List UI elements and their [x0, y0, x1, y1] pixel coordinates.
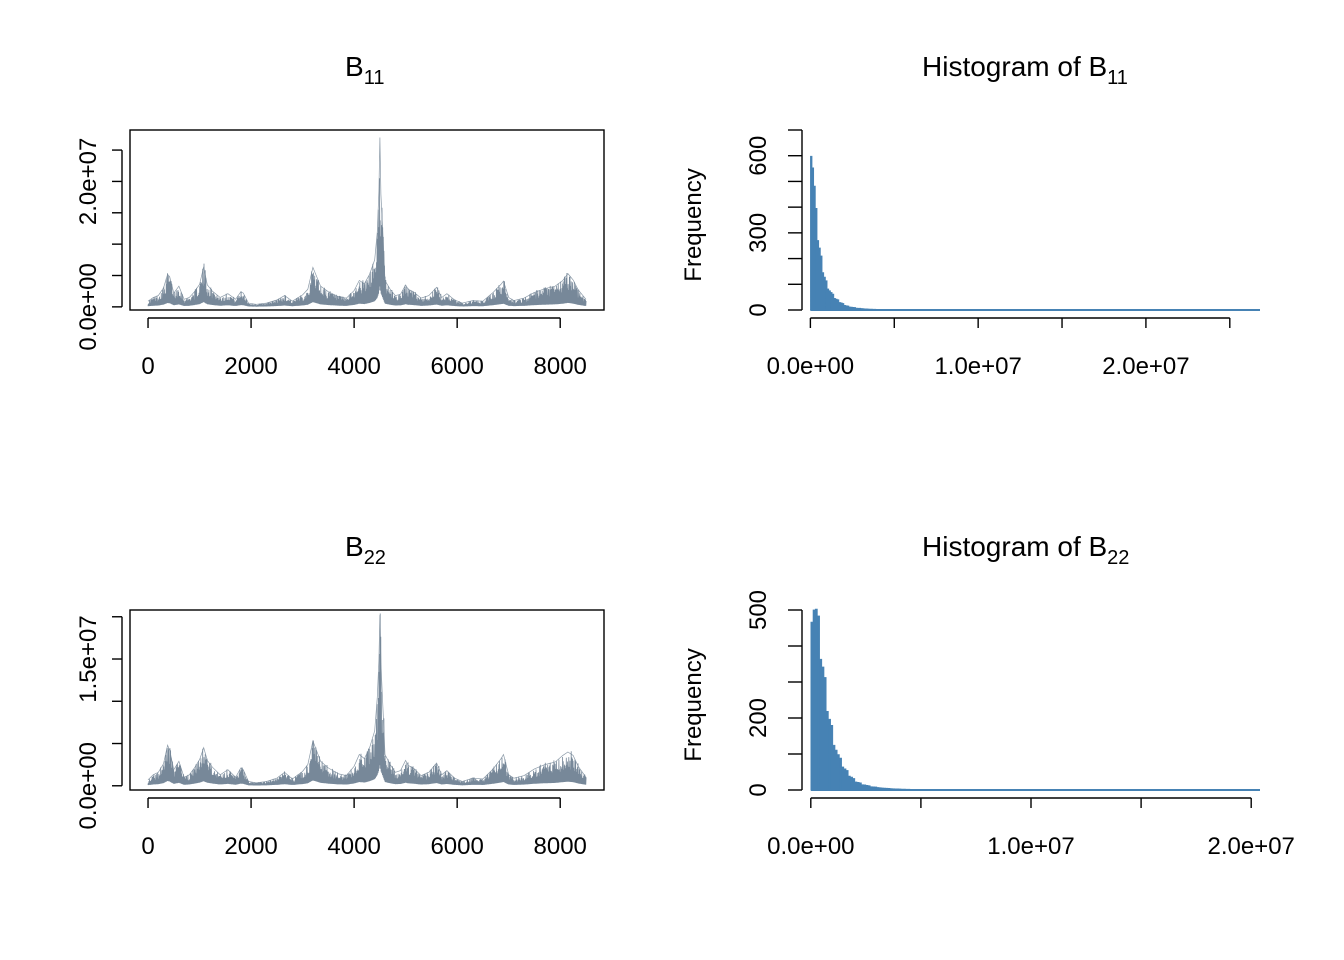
- y-tick-label-hist-b22: 0: [745, 783, 772, 796]
- x-tick-label-hist-b22: 0.0e+00: [767, 833, 854, 860]
- y-axis-trace-b22: 0.0e+00 1.5e+07: [75, 615, 123, 829]
- plot-frame-trace-b22: [129, 609, 605, 791]
- y-tick-label-trace-b11: 2.0e+07: [75, 138, 102, 225]
- x-tick-label-trace-b22: 2000: [224, 833, 277, 860]
- panel-hist-b22: Histogram of B22 Frequency 0.0e+00 1.0e+0…: [680, 531, 1295, 860]
- title-trace-b11: B11: [345, 51, 384, 89]
- y-axis-trace-b11: 0.0e+00 2.0e+07: [75, 138, 123, 351]
- y-axis-hist-b22: 0 200 500: [745, 590, 803, 797]
- panel-hist-b11: Histogram of B11 Frequency 0.0e+00 1.0e+0…: [680, 51, 1260, 380]
- x-tick-label-trace-b22: 6000: [430, 833, 483, 860]
- y-axis-hist-b11: 0 300 600: [745, 129, 803, 317]
- trace-b22-lines: [147, 613, 587, 786]
- trace-envelope-trace-b11: [147, 137, 587, 305]
- x-tick-label-hist-b22: 2.0e+07: [1207, 833, 1294, 860]
- y-tick-label-trace-b11: 0.0e+00: [75, 263, 102, 350]
- x-tick-label-trace-b22: 0: [141, 833, 154, 860]
- x-tick-label-trace-b11: 4000: [327, 353, 380, 380]
- hist-b11-bars: [810, 155, 1260, 311]
- x-tick-label-trace-b11: 6000: [430, 353, 483, 380]
- y-tick-label-hist-b11: 0: [745, 303, 772, 316]
- title-hist-b22: Histogram of B22: [922, 531, 1129, 569]
- x-tick-label-hist-b11: 0.0e+00: [767, 353, 854, 380]
- x-tick-label-trace-b22: 4000: [327, 833, 380, 860]
- y-tick-label-hist-b11: 600: [745, 136, 772, 176]
- x-axis-hist-b11: 0.0e+00 1.0e+07 2.0e+07: [767, 317, 1231, 380]
- y-tick-label-hist-b22: 500: [745, 590, 772, 630]
- plot-frame-trace-b11: [129, 129, 605, 311]
- x-tick-label-trace-b11: 0: [141, 353, 154, 380]
- x-tick-label-hist-b22: 1.0e+07: [987, 833, 1074, 860]
- x-tick-label-hist-b11: 2.0e+07: [1102, 353, 1189, 380]
- x-axis-hist-b22: 0.0e+00 1.0e+07 2.0e+07: [767, 797, 1295, 860]
- ylabel-hist-b11: Frequency: [680, 168, 707, 281]
- ylabel-hist-b22: Frequency: [680, 648, 707, 761]
- trace-line-trace-b11: [147, 178, 587, 307]
- hist-b22-bars: [810, 608, 1260, 791]
- y-tick-label-trace-b22: 1.5e+07: [75, 615, 102, 702]
- x-tick-label-hist-b11: 1.0e+07: [934, 353, 1021, 380]
- title-trace-b22: B22: [345, 531, 386, 569]
- panel-trace-b22: B22 0 2000 4000 6000 8000 0.0e+00 1.5e+07: [75, 531, 605, 860]
- x-tick-label-trace-b22: 8000: [534, 833, 587, 860]
- x-tick-label-trace-b11: 2000: [224, 353, 277, 380]
- trace-b11-lines: [147, 137, 587, 307]
- trace-envelope-trace-b22: [147, 615, 587, 784]
- panel-trace-b11: B11 0 2000 4000 6000 8000 0.0e+00 2.0e+07: [75, 51, 605, 380]
- trace-line-trace-b22: [147, 613, 587, 786]
- title-hist-b11: Histogram of B11: [922, 51, 1128, 89]
- y-tick-label-hist-b11: 300: [745, 213, 772, 253]
- x-tick-label-trace-b11: 8000: [534, 353, 587, 380]
- x-axis-trace-b22: 0 2000 4000 6000 8000: [141, 797, 587, 860]
- y-tick-label-trace-b22: 0.0e+00: [75, 742, 102, 829]
- x-axis-trace-b11: 0 2000 4000 6000 8000: [141, 317, 587, 380]
- y-tick-label-hist-b22: 200: [745, 698, 772, 738]
